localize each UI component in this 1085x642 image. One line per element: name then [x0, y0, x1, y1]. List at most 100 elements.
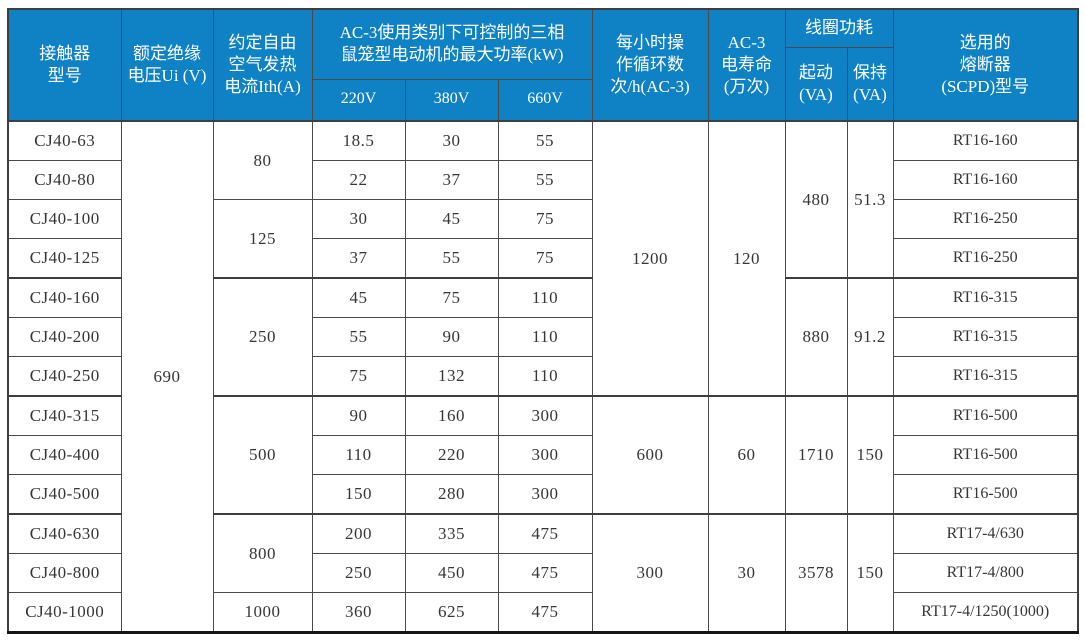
fuse-cell: RT16-315 [892, 317, 1079, 357]
fuse-cell: RT16-160 [892, 120, 1079, 161]
fuse-cell: RT17-4/630 [892, 513, 1079, 554]
value-cell: 1710 [784, 395, 848, 515]
value-cell: 120 [707, 120, 786, 397]
table-row: CJ40-315 500 90 160 300 600 60 1710 150 RT16-500 [7, 395, 1079, 515]
table-row: CJ40-630 800 200 335 475 300 30 3578 150 RT17-4/6… [7, 513, 1079, 633]
header-coil-hold: 保持 (VA) [846, 46, 894, 122]
value-cell: 3578 [784, 513, 848, 633]
fuse-cell: RT17-4/800 [892, 553, 1079, 593]
value-cell: 300 [497, 474, 593, 515]
value-cell: 475 [497, 553, 593, 593]
table-row: CJ40-100 125 30 45 75 RT16-250 [7, 199, 1079, 279]
value-cell: 37 [311, 238, 406, 279]
value-cell: 91.2 [846, 277, 894, 397]
table-row: CJ40-63 690 80 18.5 30 55 1200 120 480 51.3 RT16-1… [7, 120, 1079, 633]
model-cell: CJ40-315 [7, 395, 122, 436]
value-cell: 18.5 [311, 120, 406, 161]
fuse-cell: RT16-315 [892, 277, 1079, 318]
table-row: CJ40-400 110 220 300 RT16-500 [7, 435, 1079, 475]
value-cell: 30 [311, 199, 406, 239]
value-cell: 22 [311, 160, 406, 200]
value-cell: 220 [404, 435, 499, 475]
fuse-cell: RT16-500 [892, 435, 1079, 475]
value-cell: 55 [497, 160, 593, 200]
value-cell: 110 [497, 356, 593, 397]
model-cell: CJ40-160 [7, 277, 122, 318]
header-life: AC-3 电寿命 (万次) [707, 8, 786, 122]
header-row-3: 220V 380V 660V [8, 78, 1078, 122]
value-cell: 150 [311, 474, 406, 515]
value-cell: 75 [311, 356, 406, 397]
table-row: CJ40-200 55 90 110 RT16-315 [7, 317, 1079, 357]
model-cell: CJ40-63 [7, 120, 122, 161]
value-cell: 30 [707, 513, 786, 633]
value-cell: 55 [497, 120, 593, 161]
value-cell: 480 [784, 120, 848, 279]
value-cell: 37 [404, 160, 499, 200]
value-cell: 690 [120, 120, 214, 633]
value-cell: 335 [404, 513, 499, 554]
header-row-2: 起动 (VA) 保持 (VA) [8, 46, 1078, 122]
value-cell: 500 [212, 395, 313, 515]
value-cell: 110 [497, 317, 593, 357]
fuse-cell: RT16-500 [892, 395, 1079, 436]
value-cell: 1200 [591, 120, 709, 397]
value-cell: 60 [707, 395, 786, 515]
model-cell: CJ40-200 [7, 317, 122, 357]
header-fuse: 选用的 熔断器 (SCPD)型号 [892, 8, 1079, 122]
value-cell: 475 [497, 513, 593, 554]
table-row: CJ40-500 150 280 300 RT16-500 [7, 474, 1079, 515]
table-row: CJ40-160 250 45 75 110 880 91.2 RT16-315 [7, 277, 1079, 397]
fuse-cell: RT17-4/1250(1000) [892, 592, 1079, 633]
header-model: 接触器 型号 [7, 8, 122, 122]
table-row: CJ40-125 37 55 75 RT16-250 [7, 238, 1079, 279]
table-row: CJ40-250 75 132 110 RT16-315 [7, 356, 1079, 397]
header-coil-group: 线圈功耗 [784, 8, 894, 48]
value-cell: 110 [497, 277, 593, 318]
value-cell: 90 [311, 395, 406, 436]
value-cell: 360 [311, 592, 406, 633]
model-cell: CJ40-100 [7, 199, 122, 239]
value-cell: 300 [497, 395, 593, 436]
value-cell: 80 [212, 120, 313, 200]
table-header: 接触器 型号 额定绝缘 电压Ui (V) 约定自由 空气发热 电流Ith(A) … [7, 8, 1079, 122]
value-cell: 625 [404, 592, 499, 633]
value-cell: 45 [404, 199, 499, 239]
table-row: CJ40-1000 1000 360 625 475 RT17-4/1250(1000) [7, 592, 1079, 633]
model-cell: CJ40-125 [7, 238, 122, 279]
value-cell: 160 [404, 395, 499, 436]
header-current: 约定自由 空气发热 电流Ith(A) [212, 8, 313, 122]
value-cell: 90 [404, 317, 499, 357]
value-cell: 110 [311, 435, 406, 475]
header-220v: 220V [311, 78, 406, 122]
model-cell: CJ40-250 [7, 356, 122, 397]
value-cell: 300 [591, 513, 709, 633]
value-cell: 55 [404, 238, 499, 279]
fuse-cell: RT16-315 [892, 356, 1079, 397]
spec-table: 接触器 型号 额定绝缘 电压Ui (V) 约定自由 空气发热 电流Ith(A) … [7, 8, 1079, 634]
fuse-cell: RT16-500 [892, 474, 1079, 515]
value-cell: 150 [846, 395, 894, 515]
header-voltage: 额定绝缘 电压Ui (V) [120, 8, 214, 122]
model-cell: CJ40-400 [7, 435, 122, 475]
model-cell: CJ40-80 [7, 160, 122, 200]
value-cell: 30 [404, 120, 499, 161]
value-cell: 600 [591, 395, 709, 515]
model-cell: CJ40-1000 [7, 592, 122, 633]
fuse-cell: RT16-250 [892, 238, 1079, 279]
header-power-group: AC-3使用类别下可控制的三相 鼠笼型电动机的最大功率(kW) [311, 8, 593, 80]
value-cell: 55 [311, 317, 406, 357]
fuse-cell: RT16-250 [892, 199, 1079, 239]
header-380v: 380V [404, 78, 499, 122]
value-cell: 75 [404, 277, 499, 318]
model-cell: CJ40-500 [7, 474, 122, 515]
value-cell: 800 [212, 513, 313, 593]
table-row: CJ40-80 22 37 55 RT16-160 [7, 160, 1079, 200]
value-cell: 75 [497, 199, 593, 239]
table-body: CJ40-63 690 80 18.5 30 55 1200 120 480 51.3 RT16-1… [7, 120, 1079, 633]
value-cell: 150 [846, 513, 894, 633]
value-cell: 880 [784, 277, 848, 397]
value-cell: 1000 [212, 592, 313, 633]
value-cell: 132 [404, 356, 499, 397]
